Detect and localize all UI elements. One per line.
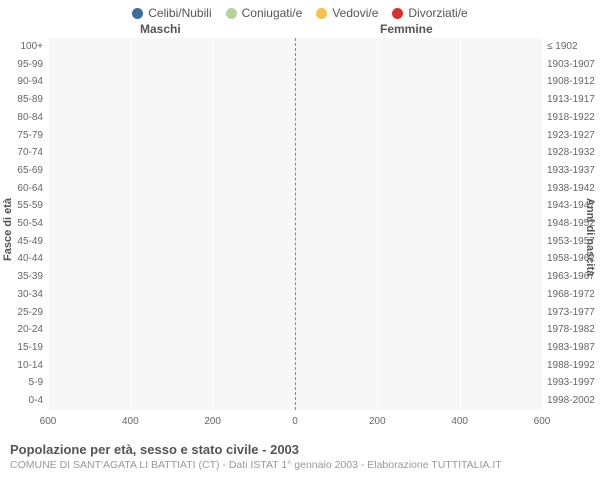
birthyear-label: 1908-1912 <box>542 73 595 91</box>
x-tick: 200 <box>369 416 386 427</box>
birthyear-label: 1983-1987 <box>542 339 595 357</box>
birthyear-label: 1938-1942 <box>542 180 595 198</box>
birthyear-label: 1918-1922 <box>542 109 595 127</box>
age-label: 70-74 <box>17 144 48 162</box>
legend-item: Divorziati/e <box>392 6 467 20</box>
age-label: 45-49 <box>17 233 48 251</box>
age-label: 60-64 <box>17 180 48 198</box>
footer: Popolazione per età, sesso e stato civil… <box>0 436 600 471</box>
age-label: 35-39 <box>17 268 48 286</box>
legend-label: Celibi/Nubili <box>148 6 211 20</box>
age-label: 65-69 <box>17 162 48 180</box>
age-label: 10-14 <box>17 357 48 375</box>
legend: Celibi/Nubili Coniugati/e Vedovi/e Divorzia… <box>0 0 600 22</box>
age-label: 5-9 <box>29 374 48 392</box>
legend-item: Celibi/Nubili <box>132 6 211 20</box>
birthyear-label: 1958-1962 <box>542 250 595 268</box>
birthyear-label: 1923-1927 <box>542 127 595 145</box>
footer-subtitle: COMUNE DI SANT'AGATA LI BATTIATI (CT) - … <box>10 459 590 471</box>
age-label: 100+ <box>20 38 48 56</box>
birthyear-label: 1993-1997 <box>542 374 595 392</box>
birthyear-label: 1988-1992 <box>542 357 595 375</box>
x-tick: 200 <box>204 416 221 427</box>
age-label: 95-99 <box>17 56 48 74</box>
gender-labels: Maschi Femmine <box>0 22 600 38</box>
birthyear-label: ≤ 1902 <box>542 38 578 56</box>
age-label: 75-79 <box>17 127 48 145</box>
x-axis: 6004002000200400600 <box>48 416 542 430</box>
birthyear-label: 1963-1967 <box>542 268 595 286</box>
label-male: Maschi <box>140 22 181 36</box>
legend-swatch <box>316 8 327 19</box>
age-label: 15-19 <box>17 339 48 357</box>
birthyear-label: 1998-2002 <box>542 392 595 410</box>
x-tick: 600 <box>534 416 551 427</box>
footer-title: Popolazione per età, sesso e stato civil… <box>10 442 590 457</box>
x-tick: 400 <box>451 416 468 427</box>
birthyear-label: 1973-1977 <box>542 304 595 322</box>
legend-item: Coniugati/e <box>226 6 303 20</box>
age-label: 40-44 <box>17 250 48 268</box>
x-tick: 600 <box>40 416 57 427</box>
birthyear-label: 1933-1937 <box>542 162 595 180</box>
legend-item: Vedovi/e <box>316 6 378 20</box>
birthyear-label: 1903-1907 <box>542 56 595 74</box>
center-line <box>295 38 296 410</box>
age-label: 85-89 <box>17 91 48 109</box>
birthyear-label: 1948-1952 <box>542 215 595 233</box>
legend-label: Divorziati/e <box>408 6 467 20</box>
x-tick: 400 <box>122 416 139 427</box>
birthyear-label: 1953-1957 <box>542 233 595 251</box>
birthyear-label: 1943-1947 <box>542 197 595 215</box>
legend-swatch <box>132 8 143 19</box>
x-tick: 0 <box>292 416 298 427</box>
chart: Fasce di età Anni di nascita 100+≤ 19029… <box>0 38 600 436</box>
birthyear-label: 1978-1982 <box>542 321 595 339</box>
age-label: 0-4 <box>29 392 48 410</box>
age-label: 80-84 <box>17 109 48 127</box>
age-label: 50-54 <box>17 215 48 233</box>
legend-swatch <box>226 8 237 19</box>
age-label: 20-24 <box>17 321 48 339</box>
legend-swatch <box>392 8 403 19</box>
legend-label: Vedovi/e <box>332 6 378 20</box>
age-label: 30-34 <box>17 286 48 304</box>
plot-area: 100+≤ 190295-991903-190790-941908-191285… <box>48 38 542 410</box>
age-label: 55-59 <box>17 197 48 215</box>
age-label: 25-29 <box>17 304 48 322</box>
legend-label: Coniugati/e <box>242 6 303 20</box>
label-female: Femmine <box>380 22 433 36</box>
yaxis-left-title: Fasce di età <box>2 198 14 261</box>
birthyear-label: 1928-1932 <box>542 144 595 162</box>
age-label: 90-94 <box>17 73 48 91</box>
birthyear-label: 1913-1917 <box>542 91 595 109</box>
birthyear-label: 1968-1972 <box>542 286 595 304</box>
